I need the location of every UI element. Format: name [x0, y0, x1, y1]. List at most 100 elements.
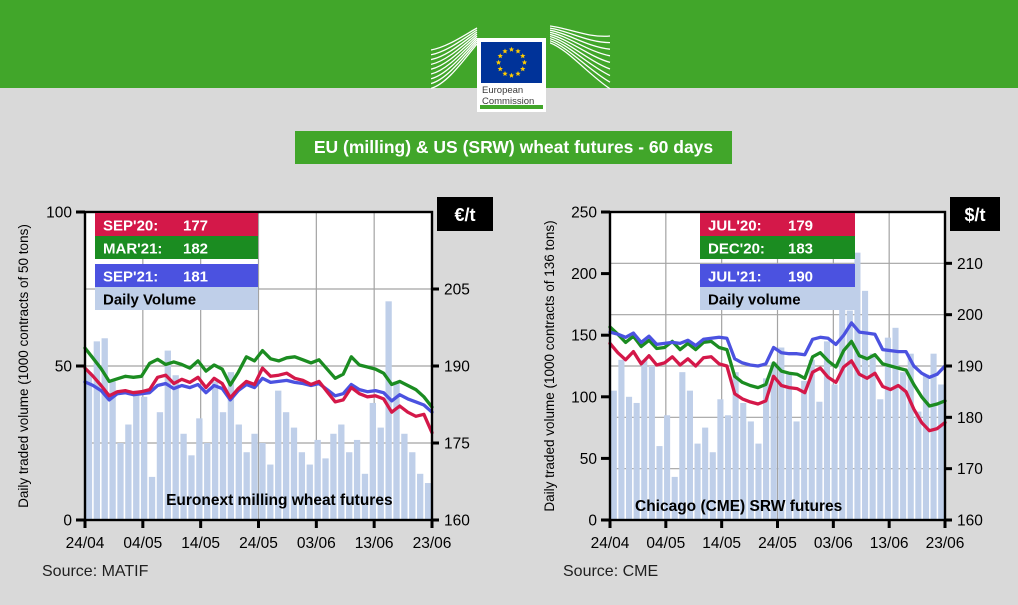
- volume-bar: [938, 384, 945, 520]
- legend-label: MAR'21:: [103, 241, 162, 258]
- y-right-tick-label: 170: [957, 461, 983, 478]
- y-left-tick: [601, 518, 610, 522]
- volume-bar: [275, 390, 282, 520]
- x-tick: [887, 520, 891, 528]
- y-right-tick-label: 160: [444, 513, 470, 530]
- y-left-tick: [76, 364, 85, 368]
- flag-star: [502, 48, 508, 54]
- x-tick: [720, 520, 724, 528]
- x-tick-label: 04/05: [646, 535, 685, 552]
- x-tick-label: 04/05: [123, 535, 162, 552]
- y-right-tick: [945, 415, 952, 419]
- report-title: EU (milling) & US (SRW) wheat futures - …: [295, 131, 732, 164]
- volume-bar: [900, 372, 907, 520]
- x-tick-label: 14/05: [702, 535, 741, 552]
- x-tick: [608, 520, 612, 528]
- swoosh-line: [431, 35, 478, 70]
- volume-bar: [338, 424, 345, 520]
- volume-bar: [892, 327, 899, 520]
- flag-star: [520, 66, 526, 72]
- volume-bar: [686, 390, 693, 520]
- y-left-tick-label: 100: [571, 389, 597, 406]
- y-left-tick-label: 50: [55, 359, 73, 376]
- legend-swatch: [95, 287, 258, 310]
- logo-text-line2: Commission: [482, 96, 535, 107]
- volume-bar: [282, 412, 290, 520]
- volume-bar: [679, 372, 686, 520]
- chart-caption: Euronext milling wheat futures: [166, 492, 393, 509]
- x-tick: [83, 520, 87, 528]
- x-tick: [776, 520, 779, 528]
- volume-bar: [314, 439, 321, 520]
- legend-value: 190: [788, 269, 813, 286]
- y-right-tick: [432, 518, 439, 522]
- volume-bar: [869, 353, 876, 520]
- x-tick-label: 24/05: [758, 535, 797, 552]
- legend-swatch: [95, 264, 258, 287]
- x-tick-label: 23/06: [413, 535, 452, 552]
- swoosh-line: [431, 27, 478, 51]
- euronext-chart: 0 50 100 160 175 190 205 24/04 04/05 14/05 24/05 03…: [16, 197, 493, 552]
- volume-bar: [109, 381, 116, 520]
- y-right-tick: [432, 364, 439, 368]
- y-right-tick: [945, 313, 952, 317]
- volume-bar: [267, 464, 274, 520]
- unit-box: [950, 197, 1000, 231]
- volume-bar: [747, 421, 754, 520]
- x-tick: [430, 520, 434, 528]
- y-right-tick: [945, 467, 952, 471]
- x-tick-label: 03/06: [297, 535, 336, 552]
- volume-bar: [156, 412, 164, 520]
- legend-label: SEP'20:: [103, 218, 158, 235]
- volume-bar: [732, 372, 739, 520]
- volume-bar: [172, 375, 179, 520]
- volume-bar: [671, 476, 678, 520]
- flag-star: [508, 46, 515, 52]
- swoosh-left-icon: [431, 27, 478, 90]
- volume-bar: [196, 418, 203, 520]
- volume-bar: [298, 452, 306, 520]
- y-right-tick-label: 200: [957, 307, 983, 324]
- volume-bar: [251, 433, 258, 520]
- volume-bar: [417, 473, 424, 520]
- volume-bar: [793, 421, 800, 520]
- y-left-tick: [601, 395, 610, 399]
- volume-bar: [831, 384, 838, 520]
- swoosh-line: [431, 41, 478, 85]
- volume-bar: [884, 337, 891, 520]
- flag-star: [508, 72, 515, 78]
- x-tick-label: 03/06: [814, 535, 853, 552]
- volume-bar: [724, 415, 732, 520]
- volume-bar: [204, 443, 211, 520]
- volume-bar: [755, 443, 762, 520]
- series-line-MAR'21: [83, 346, 434, 409]
- x-tick: [943, 520, 947, 528]
- x-tick: [199, 520, 203, 528]
- x-tick: [372, 520, 376, 528]
- y-left-tick-label: 150: [571, 328, 597, 345]
- volume-bar: [401, 433, 408, 520]
- volume-bar: [424, 483, 432, 520]
- volume-bar: [823, 341, 831, 520]
- volume-bar: [85, 372, 93, 520]
- y-right-tick: [432, 441, 439, 445]
- y-right-tick-label: 190: [957, 359, 983, 376]
- swoosh-line: [431, 31, 478, 61]
- y-right-tick-label: 210: [957, 256, 983, 273]
- volume-bar: [877, 399, 884, 520]
- swoosh-line: [550, 37, 611, 77]
- volume-bar: [740, 402, 747, 520]
- y-right-tick-label: 180: [957, 410, 983, 427]
- unit-box: [437, 197, 493, 231]
- y-left-tick-label: 200: [571, 266, 597, 283]
- x-tick: [141, 520, 145, 528]
- volume-bar: [369, 402, 377, 520]
- y-left-tick: [601, 210, 610, 214]
- volume-bar: [101, 338, 108, 520]
- flag-star: [495, 59, 502, 65]
- swoosh-line: [550, 33, 611, 64]
- legend-swatch: [700, 264, 855, 287]
- volume-bar: [717, 399, 724, 520]
- legend-value: 181: [183, 269, 208, 286]
- volume-bar: [243, 452, 250, 520]
